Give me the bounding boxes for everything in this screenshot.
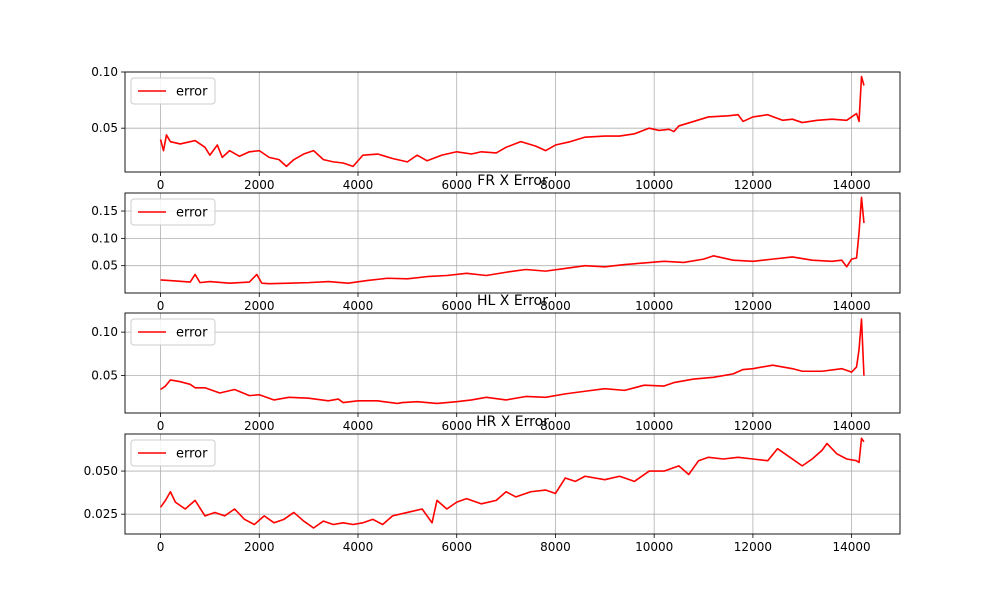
axes-frame xyxy=(124,312,901,414)
x-tick-label: 6000 xyxy=(441,299,472,313)
x-tick-label: 6000 xyxy=(441,419,472,433)
legend-box xyxy=(130,439,216,467)
x-tick-label: 10000 xyxy=(635,540,673,554)
legend-box xyxy=(130,318,216,346)
x-tick-label: 2000 xyxy=(244,178,275,192)
legend-label: error xyxy=(176,447,208,462)
legend-label: error xyxy=(176,85,208,100)
subplot-title: HL X Error xyxy=(477,293,548,309)
x-tick-label: 4000 xyxy=(343,178,374,192)
x-tick-label: 2000 xyxy=(244,540,275,554)
subplot-2: 0 2000 4000 6000 8000 10000 12000 14000 0.05 0.10… xyxy=(91,173,901,313)
y-tick-label: 0.10 xyxy=(91,231,118,245)
axes-frame xyxy=(124,433,901,535)
legend: error xyxy=(130,198,216,226)
series-line-error xyxy=(160,196,865,285)
subplot-3: 0 2000 4000 6000 8000 10000 12000 14000 0.05 0.10… xyxy=(91,293,901,433)
y-tick-label: 0.05 xyxy=(91,259,118,273)
x-tick-label: 0 xyxy=(157,419,165,433)
x-tick-label: 10000 xyxy=(635,178,673,192)
x-tick-label: 4000 xyxy=(343,540,374,554)
legend-box xyxy=(130,198,216,226)
axes-frame xyxy=(124,71,901,173)
x-tick-label: 14000 xyxy=(833,540,871,554)
axes-frame xyxy=(124,192,901,294)
subplot-title: HR X Error xyxy=(476,414,549,430)
y-tick-label: 0.050 xyxy=(84,464,118,478)
x-tick-label: 0 xyxy=(157,540,165,554)
series-line-error xyxy=(160,318,865,405)
x-tick-label: 4000 xyxy=(343,299,374,313)
legend-box xyxy=(130,77,216,105)
x-tick-label: 8000 xyxy=(540,299,571,313)
y-tick-label: 0.15 xyxy=(91,204,118,218)
x-tick-label: 2000 xyxy=(244,299,275,313)
series-line-error xyxy=(159,437,865,529)
x-tick-label: 8000 xyxy=(540,540,571,554)
x-tick-label: 12000 xyxy=(734,419,772,433)
legend: error xyxy=(130,77,216,105)
x-tick-label: 12000 xyxy=(734,299,772,313)
y-tick-label: 0.10 xyxy=(91,325,118,339)
x-tick-label: 8000 xyxy=(540,419,571,433)
x-tick-label: 12000 xyxy=(734,540,772,554)
x-tick-label: 14000 xyxy=(833,419,871,433)
x-tick-label: 4000 xyxy=(343,419,374,433)
x-tick-label: 10000 xyxy=(635,419,673,433)
x-tick-label: 2000 xyxy=(244,419,275,433)
x-tick-label: 0 xyxy=(157,299,165,313)
series-line-error xyxy=(159,75,865,168)
legend-label: error xyxy=(176,326,208,341)
x-tick-label: 8000 xyxy=(540,178,571,192)
legend: error xyxy=(130,439,216,467)
y-tick-label: 0.10 xyxy=(91,65,118,79)
x-tick-label: 6000 xyxy=(441,540,472,554)
legend: error xyxy=(130,318,216,346)
x-tick-label: 6000 xyxy=(441,178,472,192)
y-tick-label: 0.05 xyxy=(91,369,118,383)
subplot-title: FR X Error xyxy=(477,173,548,189)
x-tick-label: 10000 xyxy=(635,299,673,313)
legend-label: error xyxy=(176,206,208,221)
x-tick-label: 0 xyxy=(157,178,165,192)
y-tick-label: 0.05 xyxy=(91,121,118,135)
x-tick-label: 14000 xyxy=(833,299,871,313)
x-tick-label: 14000 xyxy=(833,178,871,192)
x-tick-label: 12000 xyxy=(734,178,772,192)
subplot-4: 0 2000 4000 6000 8000 10000 12000 14000 0.025 0.0… xyxy=(84,414,901,554)
y-tick-label: 0.025 xyxy=(84,507,118,521)
subplot-1: 0 2000 4000 6000 8000 10000 12000 14000 0.05 0.10… xyxy=(91,65,901,192)
